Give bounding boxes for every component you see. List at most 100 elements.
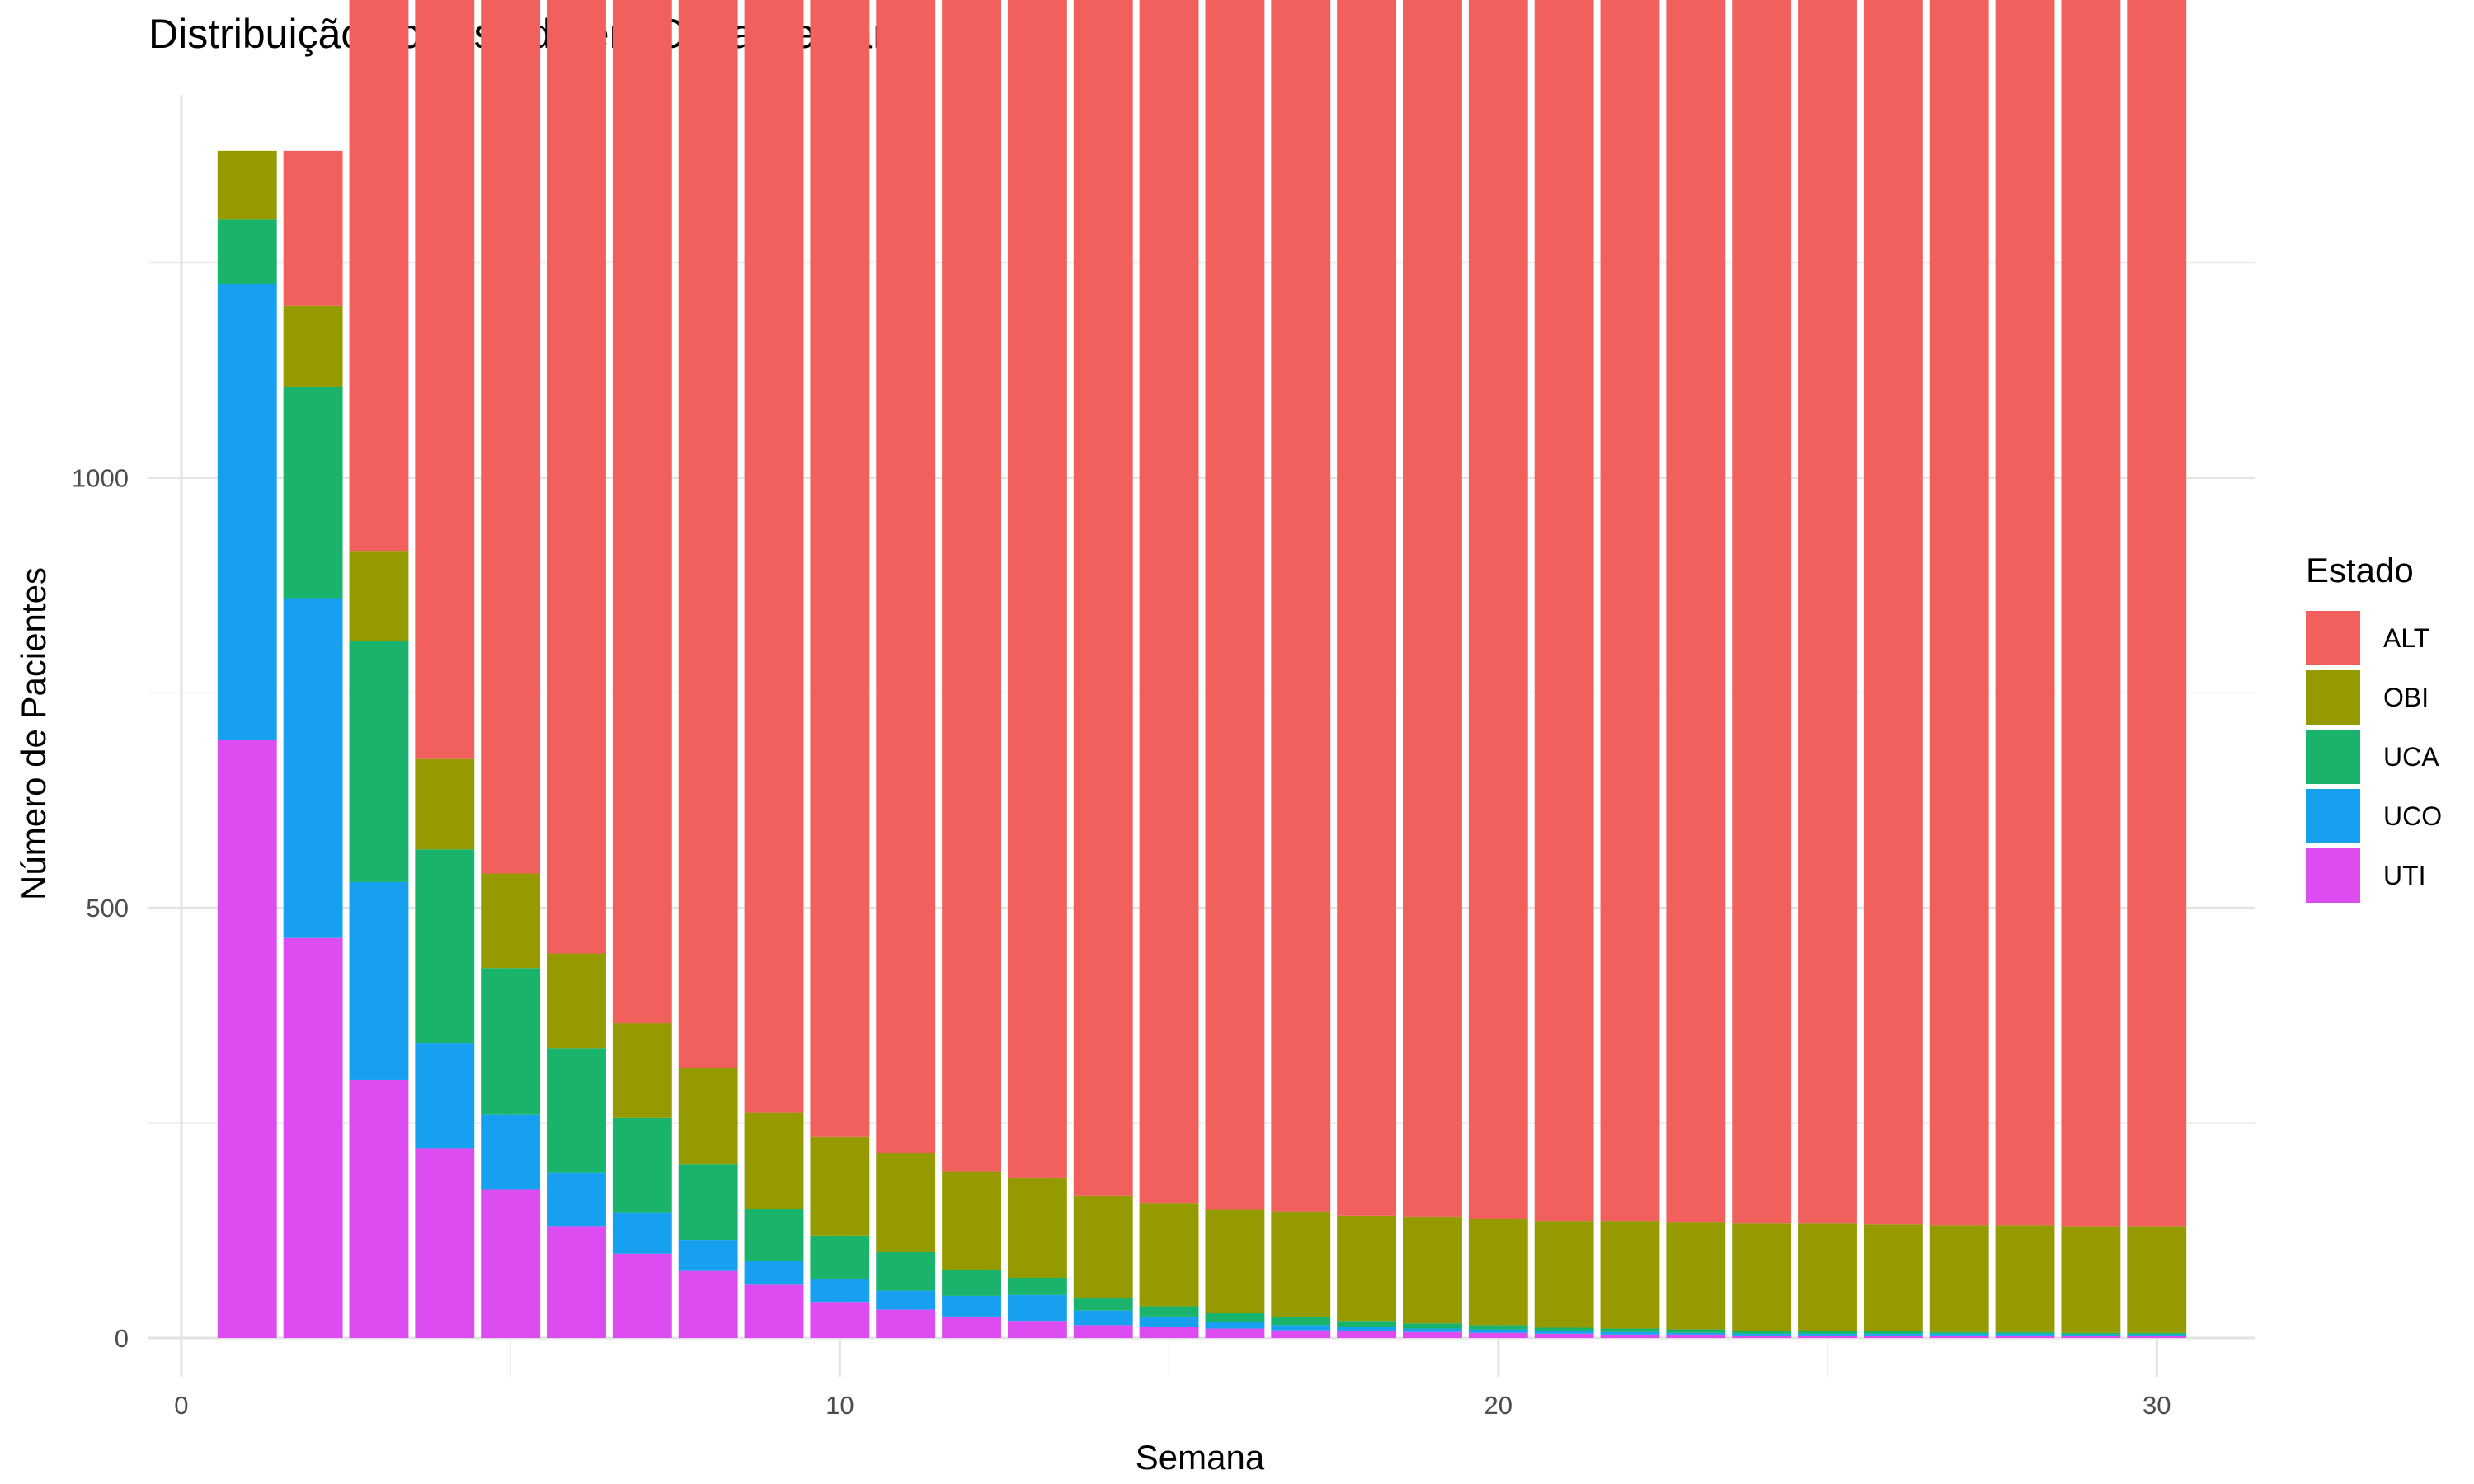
bar-segment-uco <box>349 881 409 1080</box>
bar-segment-alt <box>481 0 541 874</box>
bar-segment-uca <box>1798 1331 1857 1334</box>
bar-segment-uti <box>612 1253 672 1339</box>
bar-segment-uca <box>415 849 475 1044</box>
bar-segment-alt <box>1798 0 1857 1224</box>
bar-segment-obi <box>744 1112 804 1209</box>
bar-segment-alt <box>2127 0 2187 1227</box>
y-axis-title: Número de Pacientes <box>14 567 53 900</box>
bar-segment-uco <box>1732 1333 1792 1336</box>
legend-title: Estado <box>2306 551 2414 589</box>
bar-segment-obi <box>1534 1221 1594 1328</box>
bar-segment-obi <box>1732 1223 1792 1331</box>
bar-segment-uco <box>1995 1333 2055 1336</box>
y-tick-label: 0 <box>115 1324 129 1353</box>
bar-segment-alt <box>415 0 475 759</box>
x-tick-label: 30 <box>2142 1391 2171 1420</box>
bar-segment-uti <box>547 1226 606 1339</box>
bar-segment-uca <box>1007 1277 1067 1295</box>
bar-segment-obi <box>1666 1222 1726 1330</box>
bar-segment-uco <box>1337 1327 1397 1331</box>
bar-segment-uca <box>1995 1331 2055 1334</box>
bar-segment-alt <box>1403 0 1462 1217</box>
legend-item-alt: ALT <box>2306 608 2442 668</box>
legend-label: UCO <box>2383 801 2443 831</box>
bar-segment-uti <box>1139 1327 1199 1339</box>
bar-segment-uco <box>1007 1294 1067 1322</box>
bar-segment-uco <box>678 1240 738 1271</box>
bar-segment-alt <box>612 0 672 1024</box>
bar-segment-uti <box>1007 1321 1067 1339</box>
bar-segment-uca <box>678 1164 738 1241</box>
legend: Estado ALT OBI UCA UCO UTI <box>2306 551 2442 905</box>
bar-segment-obi <box>1337 1215 1397 1322</box>
legend-swatch <box>2306 730 2360 784</box>
legend-item-obi: OBI <box>2306 668 2442 727</box>
bar-segment-uco <box>744 1261 804 1285</box>
bar-segment-alt <box>876 0 936 1153</box>
bar-segment-uca <box>1732 1331 1792 1334</box>
bar-segment-uco <box>1403 1328 1462 1332</box>
bar-segment-alt <box>942 0 1001 1172</box>
bar-segment-uca <box>1468 1325 1528 1330</box>
bar-segment-obi <box>547 953 606 1049</box>
bar-segment-uco <box>217 284 277 740</box>
bar-segment-obi <box>217 150 277 220</box>
x-tick-label: 20 <box>1484 1391 1512 1420</box>
legend-swatch <box>2306 670 2360 725</box>
bar-segment-uti <box>2061 1336 2121 1339</box>
bar-segment-uti <box>1798 1335 1857 1339</box>
bar-segment-uti <box>1271 1330 1331 1339</box>
bar-segment-alt <box>1337 0 1397 1216</box>
bar-segment-uca <box>1139 1306 1199 1317</box>
bar-segment-uco <box>283 598 343 938</box>
ticks-layer: 0 10 20 30 0 500 1000 <box>72 463 2171 1420</box>
bar-segment-uca <box>876 1252 936 1291</box>
bar-segment-alt <box>810 0 870 1137</box>
bar-segment-uca <box>810 1235 870 1280</box>
bar-segment-uca <box>481 968 541 1115</box>
bar-segment-uti <box>1534 1333 1594 1339</box>
bar-segment-uca <box>612 1117 672 1213</box>
bar-segment-uco <box>1798 1333 1857 1336</box>
bar-segment-uco <box>415 1043 475 1149</box>
bar-segment-uco <box>1666 1332 1726 1335</box>
bar-segment-alt <box>349 0 409 552</box>
bar-segment-alt <box>1732 0 1792 1224</box>
bar-segment-uti <box>1995 1335 2055 1339</box>
bar-segment-alt <box>1139 0 1199 1204</box>
x-tick-label: 10 <box>825 1391 854 1420</box>
bar-segment-uca <box>349 641 409 882</box>
bar-segment-uco <box>1139 1316 1199 1327</box>
bar-segment-uca <box>1403 1323 1462 1329</box>
bar-segment-uti <box>1468 1332 1528 1339</box>
legend-item-uco: UCO <box>2306 787 2442 846</box>
bar-segment-alt <box>1995 0 2055 1226</box>
bar-segment-alt <box>1205 0 1265 1210</box>
legend-label: OBI <box>2383 682 2429 712</box>
legend-item-uti: UTI <box>2306 846 2442 905</box>
legend-items: ALT OBI UCA UCO UTI <box>2306 608 2442 905</box>
bar-segment-obi <box>415 758 475 850</box>
bar-segment-alt <box>1666 0 1726 1223</box>
bar-segment-uca <box>2061 1332 2121 1335</box>
bar-segment-uca <box>1929 1331 1989 1334</box>
bar-segment-obi <box>2061 1226 2121 1333</box>
bar-segment-obi <box>1271 1211 1331 1317</box>
x-axis-title: Semana <box>1136 1438 1265 1477</box>
legend-swatch <box>2306 789 2360 843</box>
bars-layer <box>217 0 2187 1339</box>
bar-segment-uco <box>1600 1331 1660 1335</box>
bar-segment-alt <box>1863 0 1923 1225</box>
bar-segment-alt <box>1600 0 1660 1222</box>
bar-segment-uti <box>1600 1334 1660 1339</box>
bar-segment-obi <box>1929 1225 1989 1332</box>
bar-segment-uca <box>942 1270 1001 1296</box>
bar-segment-uti <box>1205 1328 1265 1339</box>
bar-segment-uti <box>1732 1335 1792 1339</box>
bar-segment-uco <box>547 1172 606 1227</box>
bar-segment-alt <box>744 0 804 1113</box>
bar-segment-alt <box>547 0 606 954</box>
y-tick-label: 500 <box>86 894 129 923</box>
bar-segment-uca <box>217 219 277 284</box>
bar-segment-uti <box>481 1189 541 1339</box>
